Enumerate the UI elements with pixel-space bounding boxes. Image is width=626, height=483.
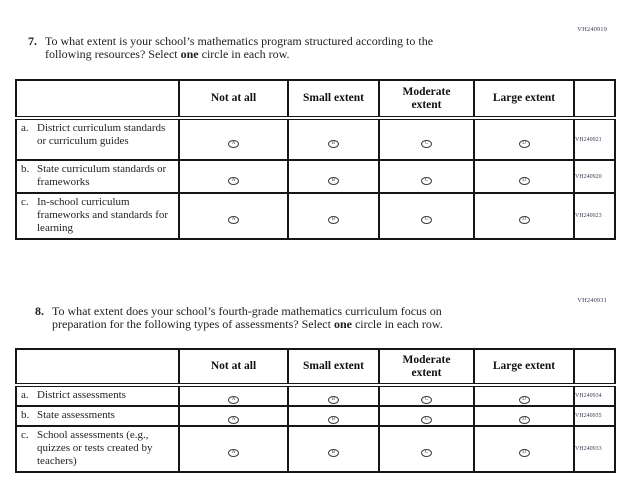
row-label: b. State curriculum standards or framewor… — [15, 159, 180, 194]
question-7-item-code: VH240919 — [577, 26, 607, 33]
answer-oval-d[interactable]: D — [518, 416, 530, 424]
question-8-number: 8. — [35, 304, 44, 318]
answer-oval-c[interactable]: C — [421, 396, 432, 404]
answer-oval-d[interactable]: D — [518, 216, 530, 224]
row-code: VH240934 — [573, 384, 616, 407]
row-code: VH240921 — [573, 117, 616, 161]
answer-oval-a[interactable]: A — [228, 139, 239, 148]
answer-oval-c[interactable]: C — [421, 449, 432, 457]
answer-oval-c[interactable]: C — [421, 216, 432, 224]
answer-oval-b[interactable]: B — [328, 449, 339, 457]
q8-column-header-large-extent: Large extent — [473, 348, 575, 387]
q8-stub-header — [15, 348, 180, 387]
row-code: VH240920 — [573, 159, 616, 194]
q7-code-column-header — [573, 79, 616, 120]
answer-oval-b[interactable]: B — [328, 139, 339, 148]
q7-column-header-moderate-extent: Moderate extent — [378, 79, 475, 120]
answer-oval-d[interactable]: D — [518, 176, 530, 185]
row-label: b. State assessments — [15, 405, 180, 427]
row-label: a. District curriculum standards or curri… — [15, 117, 180, 161]
question-8-line1: To what extent does your school’s fourth… — [52, 304, 442, 318]
q8-column-header-moderate-extent: Moderate extent — [378, 348, 475, 387]
row-code: VH240923 — [573, 192, 616, 240]
q7-row-c: c. In-school curriculum frameworks and st… — [15, 192, 616, 240]
q7-column-header-small-extent: Small extent — [287, 79, 380, 120]
q7-column-header-not-at-all: Not at all — [178, 79, 289, 120]
answer-oval-a[interactable]: A — [228, 176, 239, 185]
question-7-line2: following resources? Select one circle i… — [45, 47, 290, 61]
answer-oval-c[interactable]: C — [421, 176, 432, 185]
question-8-line2: preparation for the following types of a… — [52, 317, 443, 331]
answer-oval-b[interactable]: B — [328, 396, 339, 404]
answer-oval-a[interactable]: A — [228, 416, 239, 424]
question-7-number: 7. — [28, 34, 37, 48]
row-label: a. District assessments — [15, 384, 180, 407]
answer-oval-b[interactable]: B — [328, 176, 339, 185]
row-label: c. In-school curriculum frameworks and st… — [15, 192, 180, 240]
question-7-text: To what extent is your school’s mathemat… — [45, 35, 433, 61]
q8-row-b: b. State assessments A B C D VH240935 — [15, 405, 616, 427]
question-8: 8. To what extent does your school’s fou… — [35, 305, 443, 331]
row-code: VH240933 — [573, 425, 616, 473]
q7-stub-header — [15, 79, 180, 120]
answer-oval-a[interactable]: A — [228, 216, 239, 224]
answer-oval-c[interactable]: C — [421, 416, 432, 424]
q8-code-column-header — [573, 348, 616, 387]
row-code: VH240935 — [573, 405, 616, 427]
response-table-q8: Not at all Small extent Moderate extent … — [15, 348, 616, 473]
answer-oval-d[interactable]: D — [518, 449, 530, 457]
bold-one: one — [333, 317, 352, 331]
q7-row-a: a. District curriculum standards or curri… — [15, 117, 616, 161]
answer-oval-b[interactable]: B — [328, 416, 339, 424]
q8-row-a: a. District assessments A B C D VH240934 — [15, 384, 616, 407]
question-7: 7. To what extent is your school’s mathe… — [28, 35, 433, 61]
question-8-item-code: VH240931 — [577, 297, 607, 304]
row-label: c. School assessments (e.g., quizzes or t… — [15, 425, 180, 473]
q8-column-header-small-extent: Small extent — [287, 348, 380, 387]
q8-row-c: c. School assessments (e.g., quizzes or t… — [15, 425, 616, 473]
q7-column-header-large-extent: Large extent — [473, 79, 575, 120]
question-7-line1: To what extent is your school’s mathemat… — [45, 34, 434, 48]
answer-oval-d[interactable]: D — [518, 139, 530, 148]
question-8-text: To what extent does your school’s fourth… — [52, 305, 443, 331]
answer-oval-d[interactable]: D — [518, 396, 530, 404]
response-table-q7: Not at all Small extent Moderate extent … — [15, 79, 616, 240]
answer-oval-c[interactable]: C — [421, 139, 432, 148]
bold-one: one — [180, 47, 199, 61]
q8-column-header-not-at-all: Not at all — [178, 348, 289, 387]
answer-oval-b[interactable]: B — [328, 216, 339, 224]
answer-oval-a[interactable]: A — [228, 396, 239, 404]
answer-oval-a[interactable]: A — [228, 449, 239, 457]
q7-row-b: b. State curriculum standards or framewor… — [15, 159, 616, 194]
